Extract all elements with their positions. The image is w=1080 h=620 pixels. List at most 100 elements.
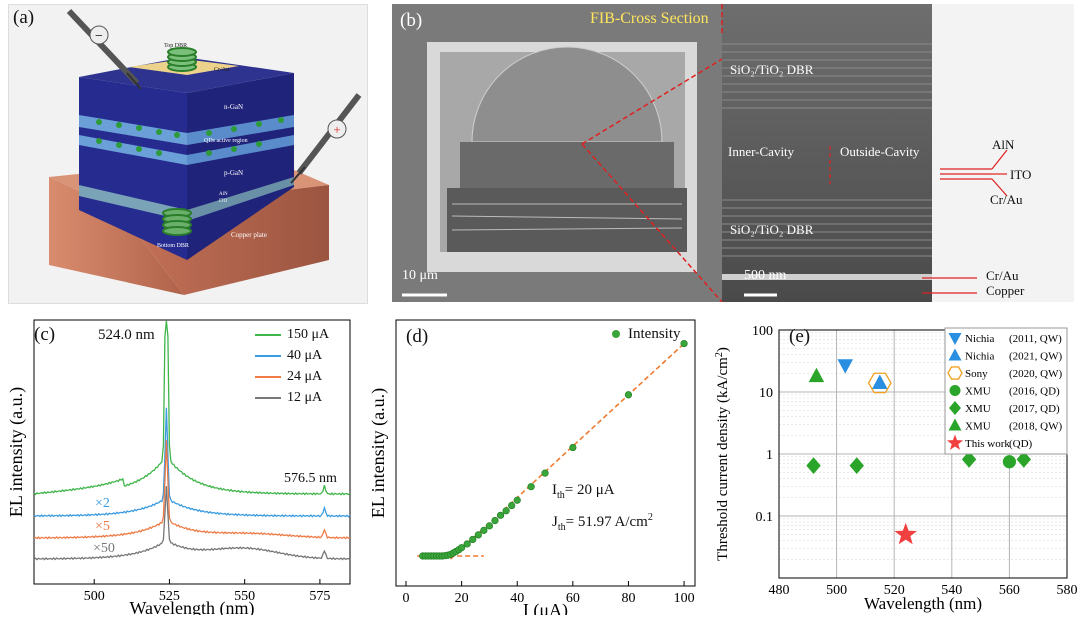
- legend-year-e: (2016, QD): [1009, 386, 1060, 398]
- mult-x50: ×50: [93, 541, 115, 556]
- panel-b: (b) FIB-Cross Section 10 μm 500 nm SiO₂/…: [392, 4, 1074, 303]
- mult-x2: ×2: [95, 496, 110, 511]
- label-ito: ITO: [219, 199, 228, 204]
- data-point-e: [1002, 455, 1016, 469]
- legend-item: 12 μA: [255, 387, 329, 408]
- series-line-c: [33, 320, 351, 496]
- x-tick-label-d: 100: [674, 591, 695, 606]
- legend-name-e: XMU: [965, 386, 991, 398]
- x-axis-label-e: Wavelength (nm): [864, 594, 982, 613]
- inner-cavity-label: Inner-Cavity: [728, 144, 795, 159]
- x-tick-label-d: 80: [621, 591, 635, 606]
- dbr-top-label: SiO₂/TiO₂ DBR: [730, 62, 814, 77]
- legend-year-e: (QD): [1009, 438, 1033, 450]
- legend-name-e: Sony: [965, 368, 988, 380]
- microcavity-dome: [471, 46, 663, 143]
- y-tick-label-e: 100: [752, 324, 773, 339]
- cr-au-label-2: Cr/Au: [986, 268, 1019, 283]
- chart-c: 500 525 550 575 Wavelength (nm) EL intensity …: [6, 319, 351, 619]
- label-bottom-dbr: Bottom DBR: [157, 243, 189, 249]
- y-axis-label-c: EL intensity (a.u.): [6, 387, 27, 517]
- x-tick-label-e: 520: [884, 583, 905, 598]
- data-point-e: [837, 359, 854, 374]
- x-tick-label-d: 0: [403, 591, 410, 606]
- y-tick-label-e: 0.1: [756, 510, 774, 525]
- legend-year-e: (2017, QD): [1009, 403, 1060, 415]
- probe-negative: −: [66, 8, 142, 90]
- plus-sign: +: [333, 122, 340, 137]
- legend-c: 150 μA 40 μA 24 μA 12 μA: [255, 324, 329, 408]
- bottom-dbr-stack: [162, 208, 192, 236]
- mult-x5: ×5: [95, 519, 110, 534]
- x-tick-label-c: 500: [84, 589, 105, 604]
- panel-c: 500 525 550 575 Wavelength (nm) EL intensity …: [0, 316, 360, 619]
- aln-label: AlN: [992, 137, 1015, 152]
- legend-marker-e: [948, 333, 962, 345]
- data-point-d: [458, 544, 466, 552]
- data-point-e: [867, 372, 892, 394]
- panel-a: (a): [8, 4, 368, 304]
- data-point-d: [463, 540, 471, 548]
- legend-item: 24 μA: [255, 366, 329, 387]
- fib-title: FIB-Cross Section: [590, 10, 709, 27]
- plot-frame-d: [395, 319, 696, 587]
- data-point-d: [502, 507, 510, 515]
- cavity-stack: [460, 142, 674, 188]
- device-schematic: − + Top DBR Cr/Au n-GaN QDs active regio…: [49, 8, 362, 295]
- data-point-d: [513, 496, 521, 504]
- data-point-e: [849, 457, 864, 474]
- peak-annotation: 524.0 nm: [98, 327, 155, 343]
- cr-au-label: Cr/Au: [990, 192, 1023, 207]
- legend-name-e: This work: [965, 438, 1010, 450]
- label-p-gan: p-GaN: [224, 169, 243, 177]
- data-point-e: [872, 374, 888, 389]
- label-top-dbr: Top DBR: [164, 43, 187, 49]
- legend-marker-e: [949, 385, 961, 396]
- x-tick-label-c: 525: [159, 589, 180, 604]
- data-point-e: [894, 522, 918, 545]
- panel-b-label: (b): [400, 10, 423, 31]
- rough-sidewall: [447, 188, 687, 252]
- legend-name-e: XMU: [965, 421, 991, 433]
- ito-label: ITO: [1010, 167, 1032, 182]
- chart-d: 0 20 40 60 80 100 I (μA) EL intensity (a.u.): [368, 319, 696, 620]
- legend-box-e: [944, 327, 1068, 455]
- data-point-d: [508, 501, 516, 510]
- legend-marker-e: [947, 366, 963, 380]
- scale-right: 500 nm: [744, 268, 787, 283]
- minus-sign: −: [95, 29, 103, 44]
- y-tick-label-e: 10: [759, 386, 773, 401]
- legend-name-e: Nichia: [965, 333, 994, 345]
- series-line-c: [33, 486, 351, 561]
- legend-year-e: (2018, QW): [1009, 421, 1062, 433]
- quantum-dots: [96, 117, 284, 156]
- x-tick-label-e: 580: [1057, 583, 1078, 598]
- legend-intensity: Intensity: [612, 326, 681, 343]
- panel-d-label: (d): [406, 326, 429, 347]
- data-point-d: [485, 522, 494, 530]
- x-axis-label-c: Wavelength (nm): [129, 598, 254, 615]
- data-point-d: [569, 443, 577, 452]
- legend-year-e: (2020, QW): [1009, 368, 1062, 380]
- panel-a-label: (a): [13, 7, 35, 28]
- panel-e: 480 500 520 540 560 580 0.1 1 10 100 Wavelength (n…: [705, 316, 1080, 615]
- data-point-d: [474, 531, 482, 539]
- legend-marker-e: [946, 434, 964, 450]
- probe-positive: +: [290, 93, 362, 184]
- x-tick-label-e: 480: [769, 583, 790, 598]
- label-n-gan: n-GaN: [224, 103, 243, 111]
- label-aln: AlN: [219, 192, 228, 197]
- data-point-d: [541, 469, 549, 477]
- data-point-d: [469, 535, 477, 544]
- plot-frame-c: [33, 319, 351, 585]
- panel-c-label: (c): [34, 324, 56, 345]
- sem-zoom-panel: [722, 4, 932, 302]
- legend-year-e: (2021, QW): [1009, 351, 1062, 363]
- series-line-c: [33, 407, 351, 518]
- x-tick-label-d: 20: [455, 591, 469, 606]
- label-cr-au: Cr/Au: [214, 67, 229, 73]
- scale-left: 10 μm: [402, 268, 438, 283]
- label-area: [932, 4, 1074, 302]
- data-point-e: [808, 367, 825, 383]
- stack-top: [79, 57, 294, 93]
